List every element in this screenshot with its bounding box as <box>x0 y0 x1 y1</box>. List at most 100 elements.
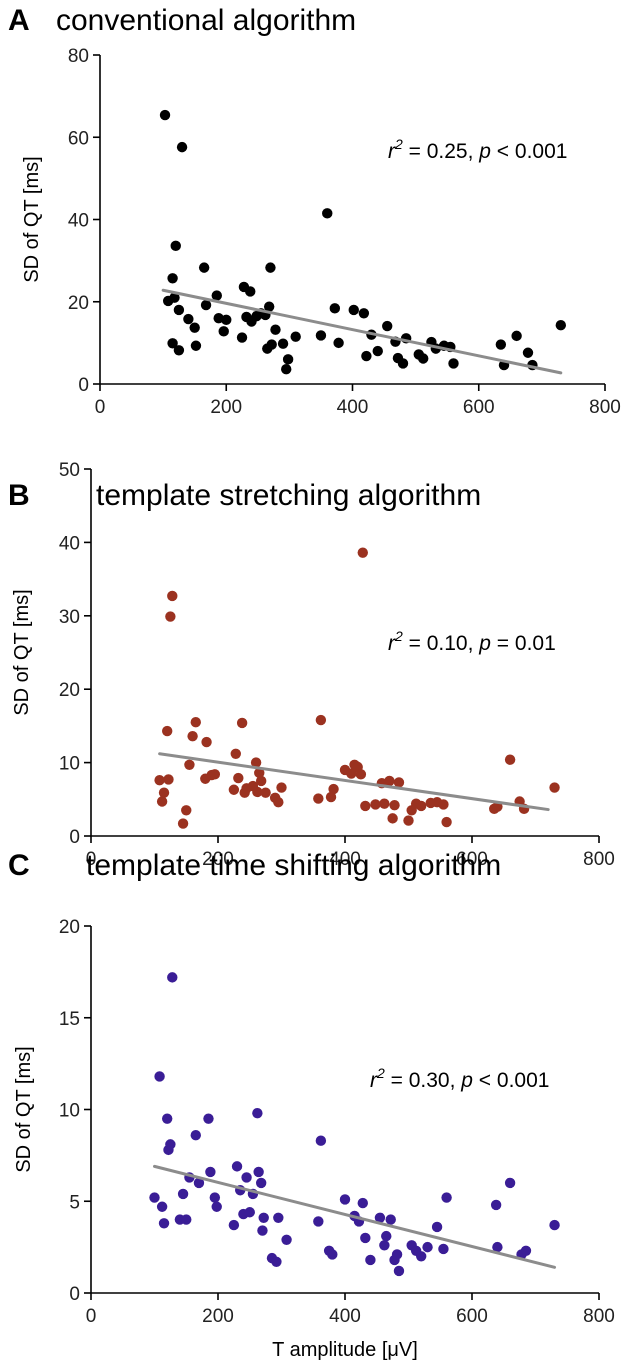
stat-annotation: r2 = 0.25, p < 0.001 <box>388 136 567 163</box>
y-tick-label: 20 <box>68 293 89 314</box>
data-point <box>504 1177 516 1189</box>
regression-line <box>161 288 563 375</box>
x-tick-label: 800 <box>589 397 621 418</box>
data-point <box>329 303 341 314</box>
data-point <box>389 799 400 811</box>
stat-r-val: = 0.10, <box>403 632 479 655</box>
x-tick-label: 600 <box>456 1306 488 1327</box>
data-point <box>181 1214 192 1225</box>
data-point <box>315 330 327 341</box>
data-point <box>393 1265 405 1277</box>
x-tick-label: 800 <box>583 849 615 870</box>
data-point <box>162 1113 173 1124</box>
data-point <box>245 286 256 297</box>
data-point <box>228 784 240 795</box>
data-point <box>273 1212 284 1223</box>
data-point <box>177 1188 189 1200</box>
x-tick-label: 200 <box>202 849 234 870</box>
y-tick-label: 15 <box>59 1009 80 1030</box>
y-tick-label: 50 <box>59 460 80 481</box>
regression-line <box>153 1164 557 1269</box>
data-point <box>159 109 171 121</box>
data-point <box>169 292 180 303</box>
y-tick-label: 0 <box>78 375 89 396</box>
data-point <box>209 769 221 780</box>
y-tick-label: 40 <box>68 211 89 232</box>
data-point <box>418 353 429 364</box>
data-point <box>203 1113 214 1124</box>
data-point <box>315 1135 327 1146</box>
data-point <box>393 777 405 788</box>
data-point <box>193 1177 205 1189</box>
y-axis-label: SD of QT [ms] <box>11 589 33 715</box>
data-point <box>228 1219 240 1231</box>
data-point <box>255 775 267 787</box>
data-point <box>348 304 359 316</box>
data-point <box>339 1194 351 1205</box>
data-point <box>200 299 212 311</box>
panel-letter: B <box>8 479 30 512</box>
data-point <box>358 308 370 319</box>
stat-p-val: < 0.001 <box>473 1069 549 1092</box>
y-tick-label: 5 <box>69 1192 80 1213</box>
data-point <box>211 1201 222 1212</box>
y-tick-label: 0 <box>69 1284 80 1305</box>
data-point <box>313 1216 324 1227</box>
x-tick-label: 800 <box>583 1306 615 1327</box>
data-point <box>258 1212 269 1223</box>
x-tick-label: 600 <box>456 849 488 870</box>
data-point <box>209 1192 221 1203</box>
x-tick-label: 0 <box>86 849 97 870</box>
data-point <box>281 1234 292 1245</box>
data-point <box>277 338 289 349</box>
stat-p-sym: p <box>478 140 491 163</box>
data-point <box>495 339 507 350</box>
data-point <box>244 1207 255 1218</box>
x-tick-label: 0 <box>86 1306 97 1327</box>
data-point <box>416 800 427 812</box>
data-point <box>271 1256 282 1268</box>
stat-annotation: r2 = 0.30, p < 0.001 <box>370 1065 549 1092</box>
y-tick-label: 30 <box>59 607 80 628</box>
y-tick-label: 80 <box>68 46 89 67</box>
data-point <box>167 273 178 284</box>
stat-r-sym: r <box>388 140 396 163</box>
data-point <box>431 1221 443 1233</box>
data-point <box>190 1129 201 1141</box>
x-tick-label: 600 <box>463 397 495 418</box>
stat-p-val: = 0.01 <box>491 632 556 655</box>
data-point <box>370 799 381 810</box>
x-tick-label: 200 <box>210 397 242 418</box>
data-point <box>379 798 390 809</box>
data-point <box>156 796 168 807</box>
chart-title: conventional algorithm <box>56 4 356 37</box>
data-point <box>416 1251 427 1262</box>
data-point <box>165 1139 176 1150</box>
regression-line <box>158 752 550 812</box>
data-point <box>176 141 188 153</box>
data-point <box>177 818 189 829</box>
data-point <box>154 775 165 786</box>
stat-r-val: = 0.25, <box>403 140 479 163</box>
data-point <box>167 590 178 602</box>
data-point <box>382 320 393 332</box>
data-point <box>167 972 178 983</box>
data-point <box>361 350 372 362</box>
y-tick-label: 10 <box>59 1101 80 1122</box>
data-point <box>276 782 287 793</box>
y-axis-label: SD of QT [ms] <box>13 1046 35 1172</box>
data-point <box>385 1214 396 1225</box>
data-point <box>257 1225 268 1236</box>
data-point <box>167 338 178 349</box>
data-point <box>190 717 201 728</box>
data-point <box>372 345 383 357</box>
data-point <box>290 331 301 342</box>
stat-r-exp: 2 <box>394 136 403 152</box>
stat-r-sym: r <box>388 632 396 655</box>
data-point <box>438 799 449 810</box>
data-point <box>327 1249 338 1260</box>
data-point <box>184 759 195 771</box>
x-tick-label: 200 <box>202 1306 234 1327</box>
